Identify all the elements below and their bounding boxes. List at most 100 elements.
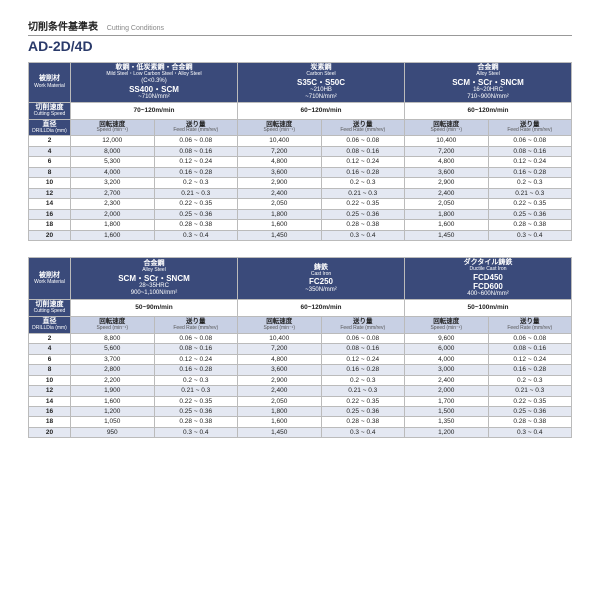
feed-cell: 0.3 ~ 0.4 (321, 427, 405, 437)
feed-cell: 0.22 ~ 0.35 (321, 199, 405, 209)
feed-cell: 0.06 ~ 0.08 (154, 136, 238, 146)
feed-cell: 0.2 ~ 0.3 (321, 178, 405, 188)
speed-cell: 1,800 (238, 209, 322, 219)
speed-cell: 8,800 (71, 333, 155, 343)
speed-cell: 3,600 (238, 365, 322, 375)
speed-cell: 3,200 (71, 178, 155, 188)
doc-title: 切削条件基準表 Cutting Conditions (28, 18, 572, 36)
speed-col-0: 回転速度Speed (min⁻¹) (71, 316, 155, 333)
cutting-table-1: 被削材Work Material合金鋼Alloy SteelSCM・SCr・SN… (28, 257, 572, 438)
cutting-speed-1: 60~120m/min (238, 102, 405, 119)
feed-col-1: 送り量Feed Rate (mm/rev) (321, 119, 405, 136)
feed-cell: 0.21 ~ 0.3 (321, 188, 405, 198)
feed-cell: 0.3 ~ 0.4 (488, 230, 572, 240)
table-row: 82,8000.16 ~ 0.283,6000.16 ~ 0.283,0000.… (29, 365, 572, 375)
feed-cell: 0.25 ~ 0.36 (154, 406, 238, 416)
table-row: 162,0000.25 ~ 0.361,8000.25 ~ 0.361,8000… (29, 209, 572, 219)
table-row: 141,6000.22 ~ 0.352,0500.22 ~ 0.351,7000… (29, 396, 572, 406)
feed-cell: 0.25 ~ 0.36 (321, 406, 405, 416)
speed-cell: 5,600 (71, 344, 155, 354)
speed-cell: 1,600 (71, 396, 155, 406)
feed-cell: 0.06 ~ 0.08 (488, 136, 572, 146)
speed-cell: 7,200 (405, 146, 489, 156)
feed-cell: 0.3 ~ 0.4 (321, 230, 405, 240)
feed-cell: 0.08 ~ 0.16 (154, 344, 238, 354)
feed-cell: 0.28 ~ 0.38 (154, 220, 238, 230)
feed-col-2: 送り量Feed Rate (mm/rev) (488, 316, 572, 333)
table-row: 161,2000.25 ~ 0.361,8000.25 ~ 0.361,5000… (29, 406, 572, 416)
diameter-cell: 4 (29, 146, 71, 156)
speed-cell: 3,600 (405, 167, 489, 177)
feed-cell: 0.12 ~ 0.24 (321, 157, 405, 167)
feed-cell: 0.3 ~ 0.4 (488, 427, 572, 437)
diameter-cell: 8 (29, 167, 71, 177)
speed-cell: 1,600 (238, 417, 322, 427)
diameter-cell: 6 (29, 157, 71, 167)
feed-cell: 0.22 ~ 0.35 (154, 199, 238, 209)
speed-cell: 6,000 (405, 344, 489, 354)
speed-cell: 2,900 (238, 375, 322, 385)
table-row: 181,8000.28 ~ 0.381,6000.28 ~ 0.381,6000… (29, 220, 572, 230)
speed-cell: 1,350 (405, 417, 489, 427)
diameter-cell: 16 (29, 406, 71, 416)
speed-cell: 1,800 (71, 220, 155, 230)
feed-cell: 0.16 ~ 0.28 (154, 365, 238, 375)
feed-col-0: 送り量Feed Rate (mm/rev) (154, 119, 238, 136)
table-row: 122,7000.21 ~ 0.32,4000.21 ~ 0.32,4000.2… (29, 188, 572, 198)
speed-cell: 10,400 (238, 136, 322, 146)
feed-cell: 0.21 ~ 0.3 (488, 386, 572, 396)
speed-cell: 2,050 (238, 199, 322, 209)
cutting-speed-2: 50~100m/min (405, 300, 572, 317)
table-row: 28,8000.06 ~ 0.0810,4000.06 ~ 0.089,6000… (29, 333, 572, 343)
diameter-cell: 12 (29, 386, 71, 396)
speed-cell: 7,200 (238, 146, 322, 156)
feed-cell: 0.3 ~ 0.4 (154, 230, 238, 240)
diameter-cell: 20 (29, 230, 71, 240)
feed-cell: 0.28 ~ 0.38 (488, 220, 572, 230)
feed-cell: 0.28 ~ 0.38 (321, 220, 405, 230)
feed-col-2: 送り量Feed Rate (mm/rev) (488, 119, 572, 136)
cutting-speed-label: 切削速度Cutting Speed (29, 300, 71, 317)
speed-cell: 2,000 (71, 209, 155, 219)
feed-cell: 0.21 ~ 0.3 (154, 386, 238, 396)
speed-cell: 2,800 (71, 365, 155, 375)
speed-cell: 4,800 (238, 157, 322, 167)
feed-cell: 0.12 ~ 0.24 (154, 157, 238, 167)
speed-cell: 4,800 (238, 354, 322, 364)
speed-cell: 1,900 (71, 386, 155, 396)
diameter-label: 直径DRILLDia (mm) (29, 316, 71, 333)
diameter-label: 直径DRILLDia (mm) (29, 119, 71, 136)
cutting-speed-2: 60~120m/min (405, 102, 572, 119)
feed-cell: 0.22 ~ 0.35 (488, 396, 572, 406)
speed-cell: 4,000 (405, 354, 489, 364)
feed-cell: 0.12 ~ 0.24 (154, 354, 238, 364)
speed-cell: 1,450 (238, 230, 322, 240)
cutting-speed-1: 60~120m/min (238, 300, 405, 317)
speed-cell: 3,000 (405, 365, 489, 375)
doc-title-jp: 切削条件基準表 (28, 22, 98, 33)
speed-cell: 10,400 (238, 333, 322, 343)
speed-cell: 2,900 (405, 178, 489, 188)
speed-cell: 5,300 (71, 157, 155, 167)
feed-cell: 0.2 ~ 0.3 (488, 178, 572, 188)
speed-cell: 950 (71, 427, 155, 437)
feed-cell: 0.21 ~ 0.3 (154, 188, 238, 198)
diameter-cell: 2 (29, 333, 71, 343)
feed-col-0: 送り量Feed Rate (mm/rev) (154, 316, 238, 333)
speed-col-1: 回転速度Speed (min⁻¹) (238, 316, 322, 333)
feed-cell: 0.21 ~ 0.3 (488, 188, 572, 198)
speed-cell: 1,450 (405, 230, 489, 240)
speed-cell: 1,600 (405, 220, 489, 230)
feed-cell: 0.25 ~ 0.36 (488, 209, 572, 219)
feed-cell: 0.08 ~ 0.16 (154, 146, 238, 156)
diameter-cell: 20 (29, 427, 71, 437)
speed-cell: 2,700 (71, 188, 155, 198)
feed-cell: 0.16 ~ 0.28 (488, 365, 572, 375)
table-row: 212,0000.06 ~ 0.0810,4000.06 ~ 0.0810,40… (29, 136, 572, 146)
speed-cell: 12,000 (71, 136, 155, 146)
feed-cell: 0.16 ~ 0.28 (488, 167, 572, 177)
cutting-speed-label: 切削速度Cutting Speed (29, 102, 71, 119)
table-row: 103,2000.2 ~ 0.32,9000.2 ~ 0.32,9000.2 ~… (29, 178, 572, 188)
feed-col-1: 送り量Feed Rate (mm/rev) (321, 316, 405, 333)
feed-cell: 0.22 ~ 0.35 (488, 199, 572, 209)
